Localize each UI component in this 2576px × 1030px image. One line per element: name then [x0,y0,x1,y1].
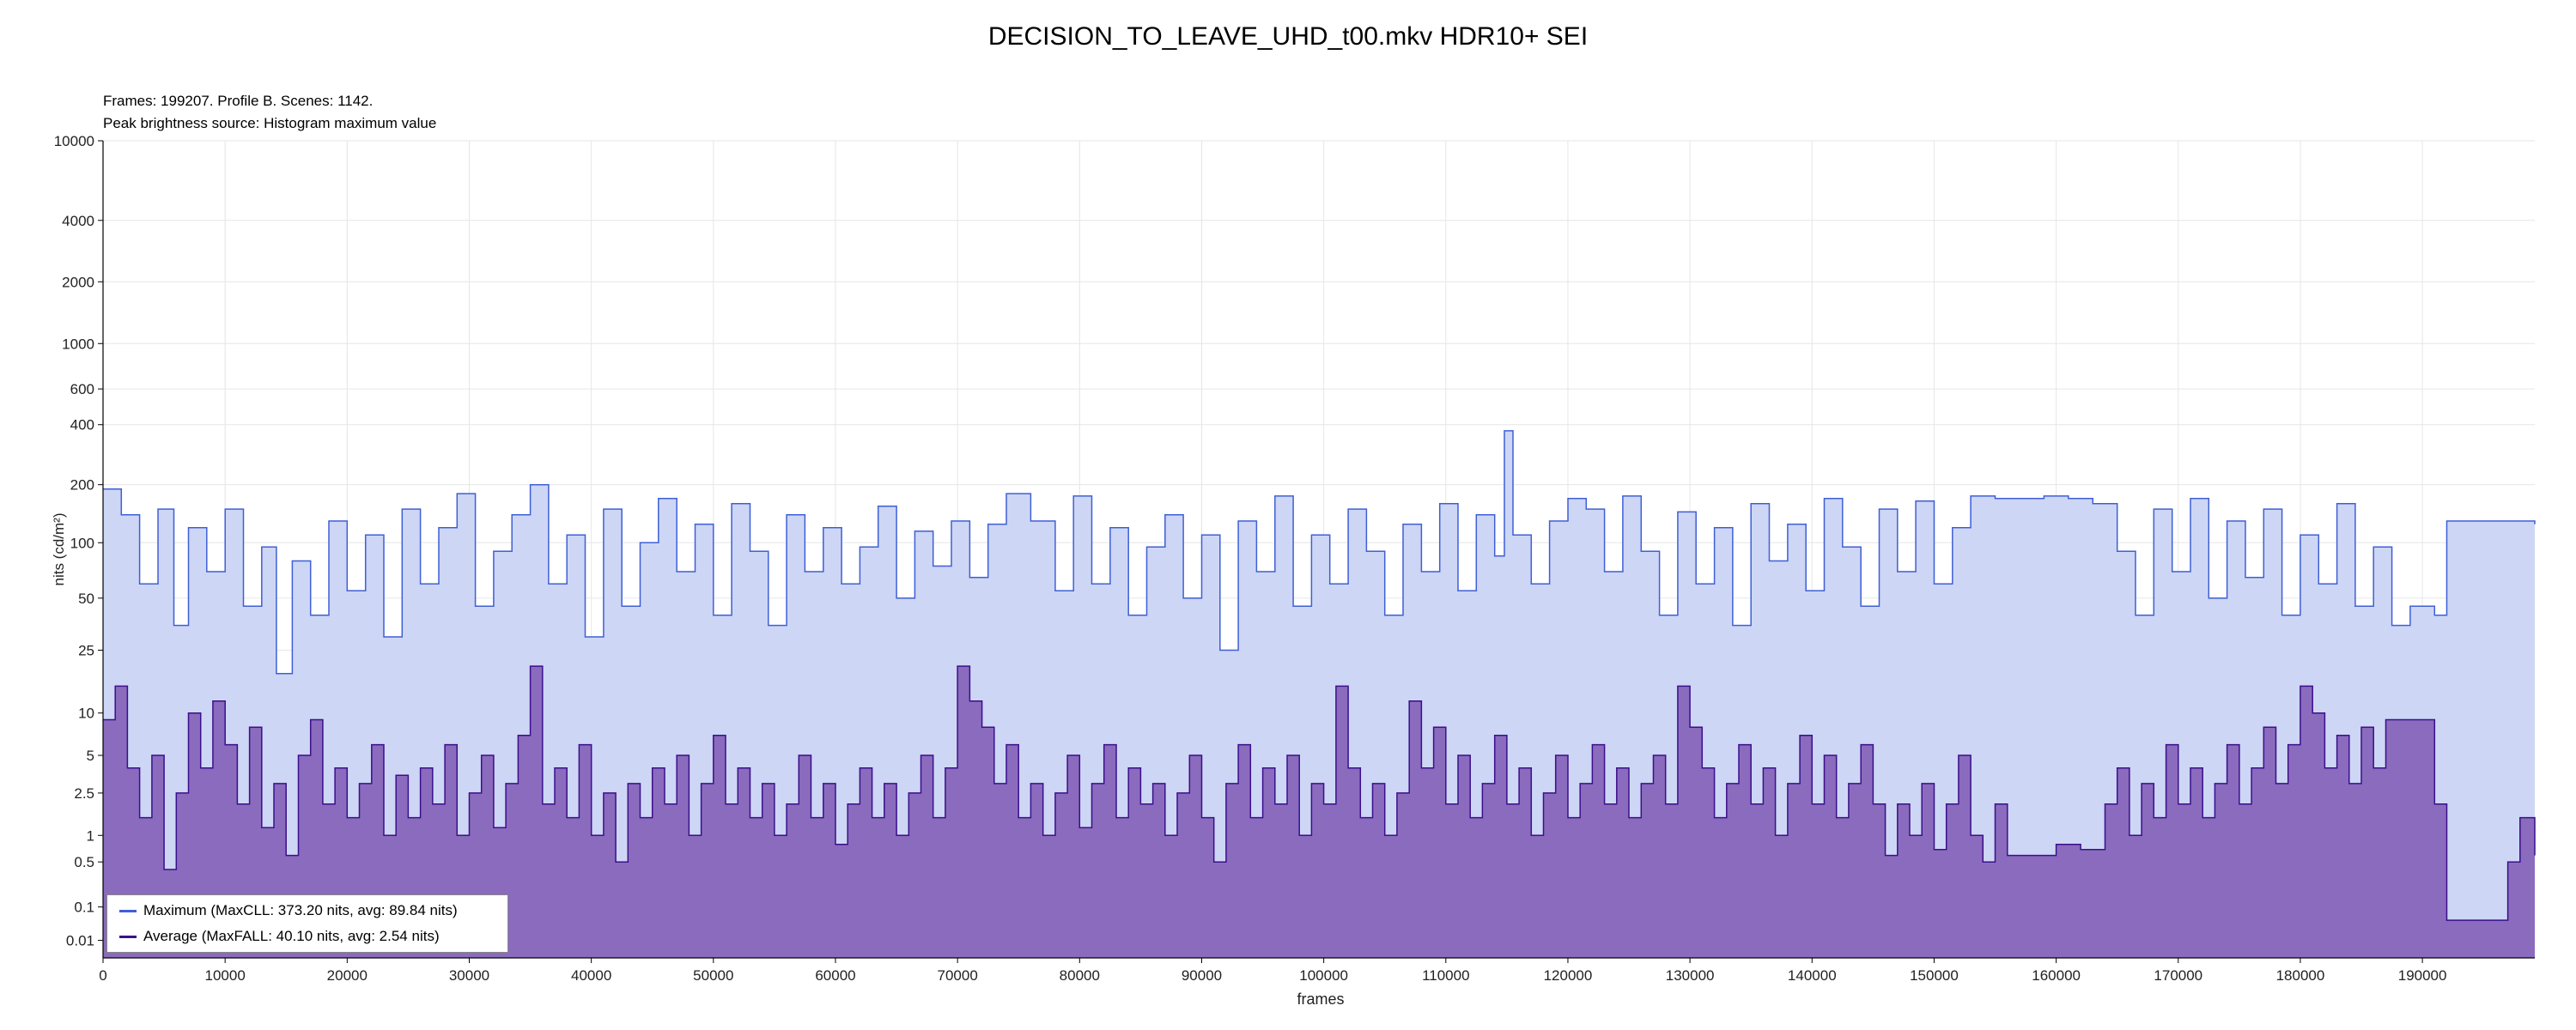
x-tick-label: 150000 [1910,967,1959,984]
chart-subtitle-peak-source: Peak brightness source: Histogram maximu… [103,115,437,131]
y-tick-label: 0.1 [74,900,94,916]
x-tick-label: 130000 [1666,967,1715,984]
y-tick-label: 600 [70,381,94,397]
x-tick-label: 110000 [1422,967,1469,984]
chart-legend: Maximum (MaxCLL: 373.20 nits, avg: 89.84… [106,894,508,953]
series-line-maximum [103,430,2536,675]
y-tick-label: 2.5 [74,785,94,802]
legend-item-average: Average (MaxFALL: 40.10 nits, avg: 2.54 … [119,928,440,945]
y-tick-label: 10000 [54,133,94,149]
x-tick-label: 190000 [2398,967,2447,984]
y-tick-label: 1 [87,827,94,844]
x-tick-label: 160000 [2032,967,2081,984]
legend-label-maximum: Maximum (MaxCLL: 373.20 nits, avg: 89.84… [143,902,458,918]
y-tick-label: 4000 [62,213,94,229]
x-tick-label: 30000 [449,967,489,984]
x-tick-label: 100000 [1299,967,1348,984]
x-tick-label: 90000 [1182,967,1222,984]
x-tick-label: 140000 [1788,967,1837,984]
legend-swatch-average [119,935,137,938]
legend-label-average: Average (MaxFALL: 40.10 nits, avg: 2.54 … [143,928,440,944]
y-tick-label: 50 [78,591,94,607]
x-tick-label: 180000 [2276,967,2325,984]
y-tick-label: 5 [87,748,94,764]
x-tick-labels: 0 10000 20000 30000 40000 50000 60000 70000 8000… [99,967,2446,984]
y-tick-label: 400 [70,417,94,433]
x-tick-label: 10000 [205,967,246,984]
y-tick-label: 0.5 [74,854,94,870]
series-areas [103,430,2536,958]
x-axis-label: frames [1297,991,1344,1008]
x-tick-label: 120000 [1544,967,1593,984]
chart-subtitle-frames: Frames: 199207. Profile B. Scenes: 1142. [103,93,374,109]
x-tick-label: 70000 [938,967,978,984]
x-tick-label: 60000 [815,967,855,984]
x-tick-label: 80000 [1060,967,1100,984]
series-area-average [103,666,2535,958]
chart-title: DECISION_TO_LEAVE_UHD_t00.mkv HDR10+ SEI [987,22,1589,51]
x-tick-label: 20000 [327,967,368,984]
x-tick-label: 170000 [2154,967,2202,984]
x-tick-label: 40000 [571,967,611,984]
legend-item-maximum: Maximum (MaxCLL: 373.20 nits, avg: 89.84… [119,902,458,919]
x-tick-label: 0 [99,967,106,984]
y-tick-label: 2000 [62,274,94,290]
y-tick-labels: 10000 4000 2000 1000 600 400 200 100 50 25 10 5 2.5 1… [54,133,94,949]
series-line-average [103,665,2536,921]
y-tick-label: 1000 [62,336,94,352]
axes [98,140,2535,963]
legend-swatch-maximum [119,909,137,912]
y-tick-label: 200 [70,477,94,494]
y-axis-label: nits (cd/m²) [51,513,67,586]
y-tick-label: 10 [78,706,94,722]
y-tick-label: 0.01 [66,933,94,949]
y-tick-label: 25 [78,643,94,659]
x-tick-label: 50000 [693,967,733,984]
y-tick-label: 100 [70,535,94,551]
